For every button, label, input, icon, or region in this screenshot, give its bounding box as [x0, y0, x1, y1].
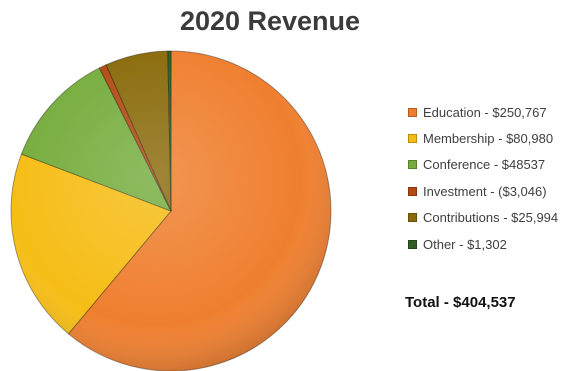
- legend-swatch: [408, 107, 417, 117]
- legend-item: Contributions - $25,994: [408, 205, 578, 231]
- total-label: Total - $404,537: [405, 294, 516, 311]
- legend-item: Investment - ($3,046): [408, 178, 578, 204]
- legend-swatch: [408, 134, 417, 144]
- legend-swatch: [408, 186, 417, 196]
- legend-label: Membership - $80,980: [423, 131, 554, 147]
- chart-title: 2020 Revenue: [179, 6, 361, 36]
- legend-item: Education - $250,767: [408, 99, 578, 125]
- legend-label: Other - $1,302: [423, 236, 507, 252]
- legend-item: Other - $1,302: [408, 231, 578, 257]
- pie-chart: [10, 50, 332, 371]
- legend-label: Conference - $48537: [423, 157, 546, 173]
- legend-swatch: [408, 239, 417, 249]
- legend-swatch: [408, 213, 417, 223]
- legend-label: Contributions - $25,994: [423, 210, 559, 226]
- legend-item: Membership - $80,980: [408, 125, 578, 151]
- legend: Education - $250,767 Membership - $80,980…: [408, 99, 578, 257]
- pie-slices: [10, 50, 332, 371]
- legend-item: Conference - $48537: [408, 152, 578, 178]
- legend-label: Education - $250,767: [423, 104, 547, 120]
- legend-label: Investment - ($3,046): [423, 183, 547, 199]
- legend-swatch: [408, 160, 417, 170]
